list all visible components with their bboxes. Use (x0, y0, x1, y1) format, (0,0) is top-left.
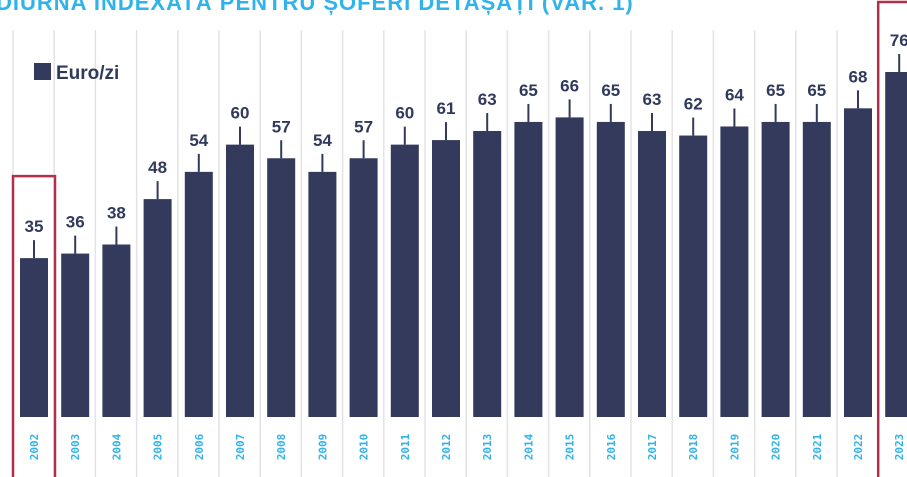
bar-2004 (102, 244, 131, 417)
bar-2023 (885, 72, 907, 417)
bar-2017 (638, 131, 666, 417)
value-labels: 35 36 38 48 54 60 57 54 57 60 61 63 65 66 65 63 62 64 65 65… (25, 31, 907, 236)
value-label-2009: 54 (313, 131, 332, 150)
year-label-2006: 2006 (193, 433, 206, 460)
value-label-2004: 38 (107, 204, 126, 223)
value-label-2005: 48 (148, 158, 167, 177)
year-label-2010: 2010 (358, 434, 371, 461)
year-label-2014: 2014 (522, 433, 535, 460)
year-label-2009: 2009 (316, 434, 329, 461)
bar-2012 (432, 140, 460, 417)
value-label-2019: 64 (725, 85, 744, 104)
bar-2002 (20, 258, 48, 417)
value-label-2006: 54 (189, 131, 208, 150)
year-label-2023: 2023 (893, 434, 906, 461)
bar-2007 (226, 144, 254, 417)
year-label-2005: 2005 (152, 434, 165, 461)
value-label-2021: 65 (807, 81, 826, 100)
value-label-2013: 63 (478, 90, 497, 109)
value-label-2018: 62 (684, 95, 703, 114)
bar-2019 (720, 126, 749, 417)
bars (20, 54, 907, 418)
legend-label: Euro/zi (56, 63, 119, 84)
year-label-2016: 2016 (605, 433, 618, 460)
bar-2013 (473, 131, 502, 417)
value-label-2017: 63 (643, 90, 662, 109)
bar-2014 (514, 121, 543, 418)
year-label-2021: 2021 (811, 433, 824, 460)
year-label-2015: 2015 (564, 434, 577, 461)
bar-2016 (596, 121, 625, 418)
year-label-2008: 2008 (275, 434, 288, 461)
legend: Euro/zi (34, 63, 119, 84)
year-label-2013: 2013 (481, 434, 494, 461)
value-label-2011: 60 (395, 104, 414, 123)
bar-2008 (267, 158, 296, 417)
value-label-2016: 65 (601, 81, 620, 100)
bar-2006 (184, 171, 213, 417)
chart-title: DIURNA INDEXATĂ PENTRU ȘOFERI DETAȘAȚI (… (0, 0, 634, 15)
highlight-boxes (11, 0, 907, 477)
year-label-2022: 2022 (852, 434, 865, 461)
value-label-2022: 68 (849, 67, 868, 86)
highlight-box-2023 (876, 0, 907, 477)
year-label-2002: 2002 (28, 434, 41, 461)
year-label-2017: 2017 (646, 434, 659, 461)
year-labels: 2002 2003 2004 2005 2006 2007 2008 2009 2010 2011… (28, 433, 906, 460)
value-label-2020: 65 (766, 81, 785, 100)
bar-2021 (802, 121, 831, 418)
bar-2020 (761, 121, 790, 418)
value-label-2023: 76 (890, 31, 907, 50)
bar-2015 (555, 117, 584, 417)
value-label-2010: 57 (354, 117, 373, 136)
value-label-2014: 65 (519, 81, 538, 100)
year-label-2004: 2004 (110, 433, 123, 460)
value-label-2012: 61 (437, 99, 456, 118)
bar-2018 (679, 135, 708, 418)
year-label-2003: 2003 (69, 434, 82, 461)
year-label-2019: 2019 (728, 434, 741, 461)
year-label-2011: 2011 (399, 433, 412, 460)
year-label-2007: 2007 (234, 434, 247, 461)
legend-swatch (34, 63, 51, 80)
year-label-2020: 2020 (770, 434, 783, 461)
year-label-2018: 2018 (687, 434, 700, 461)
value-label-2015: 66 (560, 76, 579, 95)
bar-2010 (349, 158, 378, 417)
year-label-2012: 2012 (440, 434, 453, 461)
bar-2022 (844, 108, 872, 417)
bar-2009 (308, 171, 337, 417)
bar-2005 (143, 199, 172, 417)
value-label-2008: 57 (272, 117, 291, 136)
bar-2011 (390, 144, 419, 417)
value-label-2007: 60 (231, 104, 250, 123)
value-label-2002: 35 (25, 217, 44, 236)
value-label-2003: 36 (66, 213, 85, 232)
bar-2003 (61, 253, 90, 417)
highlight-box-2002 (11, 174, 57, 477)
